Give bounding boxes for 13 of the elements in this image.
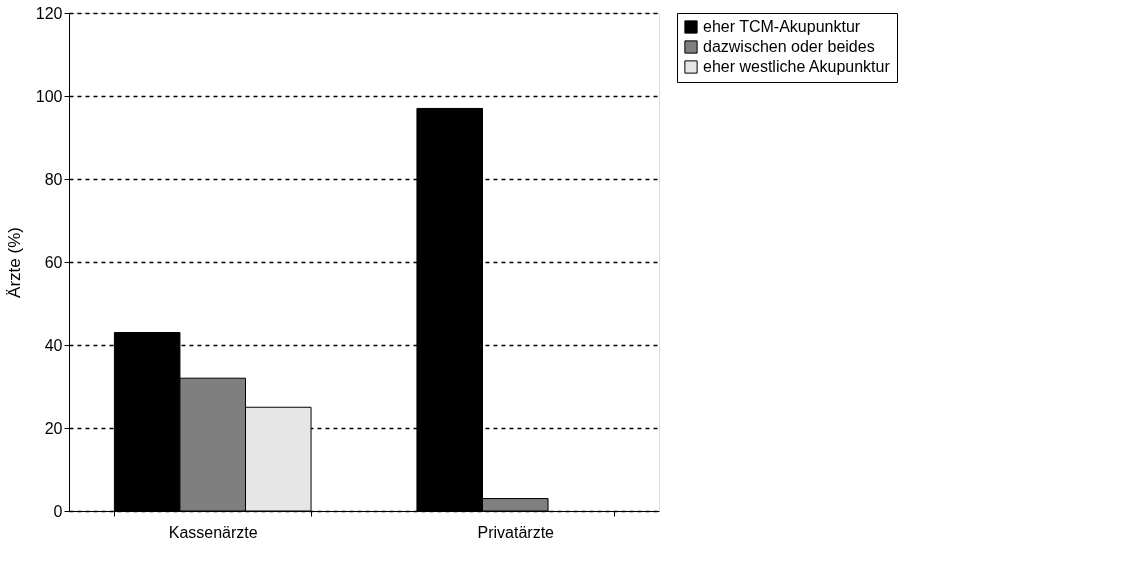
y-tick-label: 0	[53, 502, 63, 520]
y-tick-label: 60	[44, 253, 63, 271]
legend-label: dazwischen oder beides	[703, 38, 875, 55]
y-tick-label: 80	[44, 170, 63, 188]
y-tick-label: 100	[35, 87, 63, 105]
x-tick-label: Kassenärzte	[168, 523, 258, 541]
y-tick-label: 40	[44, 336, 63, 354]
legend-label: eher TCM-Akupunktur	[703, 18, 861, 35]
legend-label: eher westliche Akupunktur	[703, 58, 891, 75]
y-tick-label: 120	[35, 4, 63, 22]
x-tick-label: Privatärzte	[477, 523, 555, 541]
y-tick-label: 20	[44, 419, 63, 437]
y-axis-title: Ärzte (%)	[4, 227, 24, 298]
